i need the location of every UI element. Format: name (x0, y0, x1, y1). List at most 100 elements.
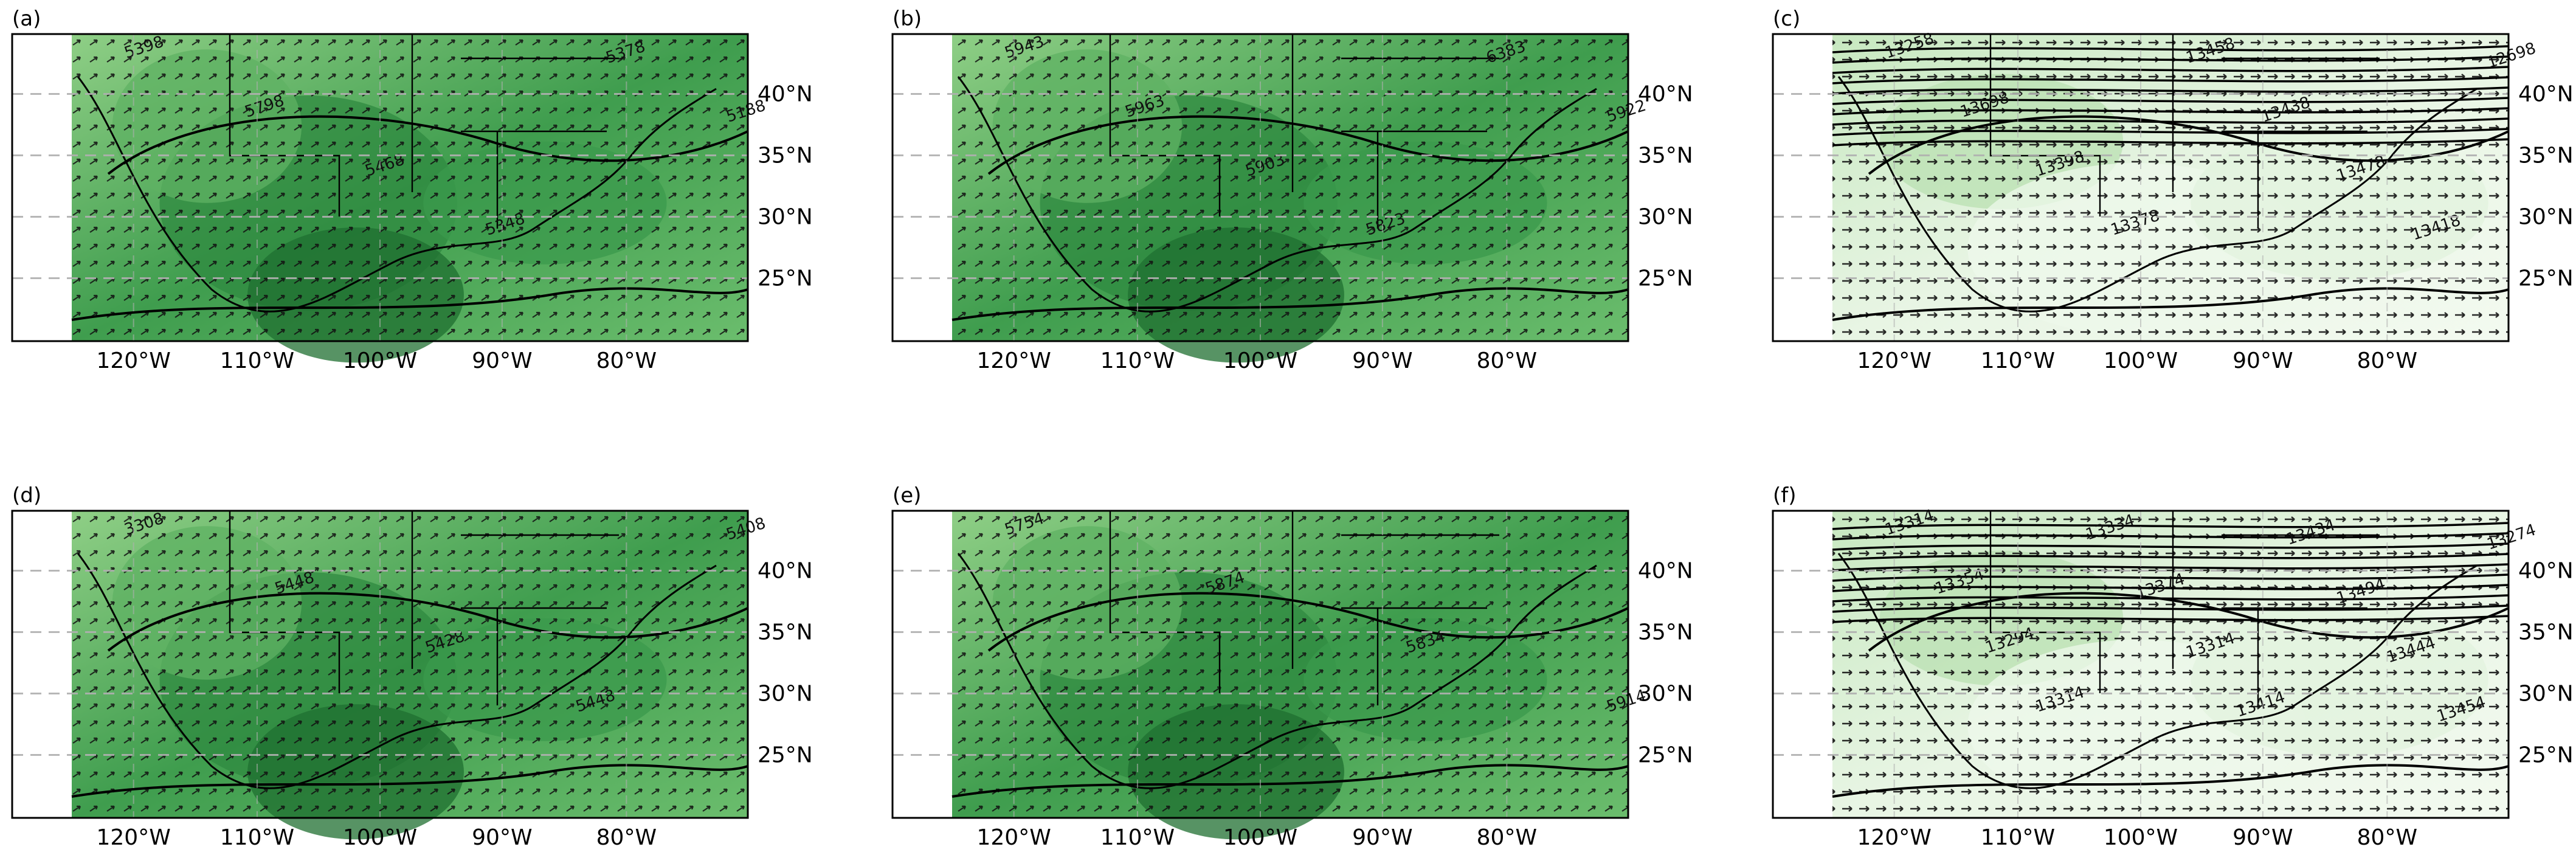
wind-vectors (952, 511, 1628, 818)
coastline (957, 76, 1597, 313)
height-contour (71, 287, 748, 321)
lon-tick-label: 90°W (2232, 348, 2293, 373)
lon-tick-label: 80°W (2357, 348, 2417, 373)
lat-tick-label: 35°N (758, 620, 813, 645)
height-contour (107, 592, 748, 652)
height-contour (951, 287, 1629, 321)
lon-tick-label: 100°W (343, 825, 417, 850)
lon-tick-label: 110°W (220, 825, 294, 850)
lon-tick-label: 120°W (976, 825, 1051, 850)
state-borders (229, 34, 619, 229)
panel-frame (11, 33, 749, 342)
state-borders (1989, 34, 2380, 229)
height-contour (1868, 592, 2509, 652)
lon-tick-label: 80°W (596, 348, 657, 373)
panel-label: (d) (12, 483, 41, 508)
lat-tick-label: 30°N (1638, 681, 1693, 706)
lat-tick-label: 25°N (1638, 742, 1693, 767)
lon-tick-label: 80°W (596, 825, 657, 850)
lon-tick-label: 90°W (2232, 825, 2293, 850)
lat-tick-label: 30°N (758, 681, 813, 706)
lat-tick-label: 25°N (2518, 266, 2574, 291)
lat-tick-label: 40°N (1638, 558, 1693, 583)
wind-vectors (72, 34, 748, 341)
lat-tick-label: 40°N (2518, 558, 2574, 583)
lat-tick-label: 40°N (2518, 81, 2574, 106)
coastline (957, 553, 1597, 789)
state-borders (1989, 511, 2380, 705)
panel-frame (1772, 33, 2510, 342)
panel-label: (e) (893, 483, 921, 508)
lon-tick-label: 110°W (1100, 348, 1175, 373)
panel-label: (a) (12, 7, 41, 31)
lon-tick-label: 120°W (96, 348, 170, 373)
lat-tick-label: 30°N (1638, 204, 1693, 229)
height-contour (1868, 115, 2509, 175)
lat-tick-label: 35°N (758, 143, 813, 168)
lat-tick-label: 25°N (2518, 742, 2574, 767)
lon-tick-label: 90°W (472, 825, 532, 850)
height-contour (107, 115, 748, 175)
lat-tick-label: 30°N (758, 204, 813, 229)
panel-label: (c) (1773, 7, 1800, 31)
wind-vectors (1832, 34, 2509, 341)
map-panel-b: (b)59435963590358236383592240°N35°N30°N2… (891, 7, 1693, 373)
lon-tick-label: 100°W (2104, 825, 2178, 850)
lat-tick-label: 30°N (2518, 681, 2574, 706)
state-borders (1109, 511, 1499, 705)
height-contour (1832, 287, 2509, 321)
lat-tick-label: 35°N (2518, 620, 2574, 645)
panel-frame (891, 33, 1629, 342)
lon-tick-label: 90°W (1352, 348, 1412, 373)
lat-tick-label: 40°N (1638, 81, 1693, 106)
coastline (77, 76, 717, 313)
lat-tick-label: 35°N (1638, 143, 1693, 168)
state-borders (1109, 34, 1499, 229)
lon-tick-label: 110°W (1100, 825, 1175, 850)
panel-frame (1772, 510, 2510, 819)
lon-tick-label: 80°W (2357, 825, 2417, 850)
lat-tick-label: 25°N (1638, 266, 1693, 291)
coastline (77, 553, 717, 789)
lon-tick-label: 80°W (1477, 825, 1537, 850)
coastline (1837, 553, 2478, 789)
lon-tick-label: 120°W (1857, 348, 1931, 373)
map-panel-d: (d)3308544854285448540840°N35°N30°N25°N1… (11, 483, 813, 850)
lon-tick-label: 80°W (1477, 348, 1537, 373)
lon-tick-label: 120°W (1857, 825, 1931, 850)
lat-tick-label: 25°N (758, 742, 813, 767)
lon-tick-label: 110°W (220, 348, 294, 373)
lon-tick-label: 100°W (1223, 348, 1297, 373)
height-contour (951, 764, 1629, 798)
lat-tick-label: 35°N (1638, 620, 1693, 645)
coastline (1837, 76, 2478, 313)
lat-tick-label: 40°N (758, 558, 813, 583)
panel-label: (b) (893, 7, 922, 31)
lon-tick-label: 90°W (1352, 825, 1412, 850)
panel-label: (f) (1773, 483, 1797, 508)
map-panel-a: (a)53985798546853485378518840°N35°N30°N2… (11, 7, 813, 373)
map-panel-c: (c)1325813698133981337813458134381347813… (1772, 7, 2574, 373)
wind-vectors (952, 34, 1628, 341)
height-contour (71, 764, 748, 798)
lon-tick-label: 110°W (1981, 348, 2055, 373)
state-borders (229, 511, 619, 705)
lon-tick-label: 90°W (472, 348, 532, 373)
panel-frame (891, 510, 1629, 819)
lon-tick-label: 100°W (343, 348, 417, 373)
lon-tick-label: 110°W (1981, 825, 2055, 850)
height-contour (987, 115, 1629, 175)
lon-tick-label: 120°W (96, 825, 170, 850)
lat-tick-label: 35°N (2518, 143, 2574, 168)
height-contour (987, 592, 1629, 652)
lon-tick-label: 120°W (976, 348, 1051, 373)
panel-frame (11, 510, 749, 819)
map-panel-e: (e)575458745834591440°N35°N30°N25°N120°W… (891, 483, 1693, 850)
wind-vectors (72, 511, 748, 818)
lat-tick-label: 25°N (758, 266, 813, 291)
lon-tick-label: 100°W (2104, 348, 2178, 373)
height-contour (1832, 764, 2509, 798)
lat-tick-label: 40°N (758, 81, 813, 106)
lon-tick-label: 100°W (1223, 825, 1297, 850)
